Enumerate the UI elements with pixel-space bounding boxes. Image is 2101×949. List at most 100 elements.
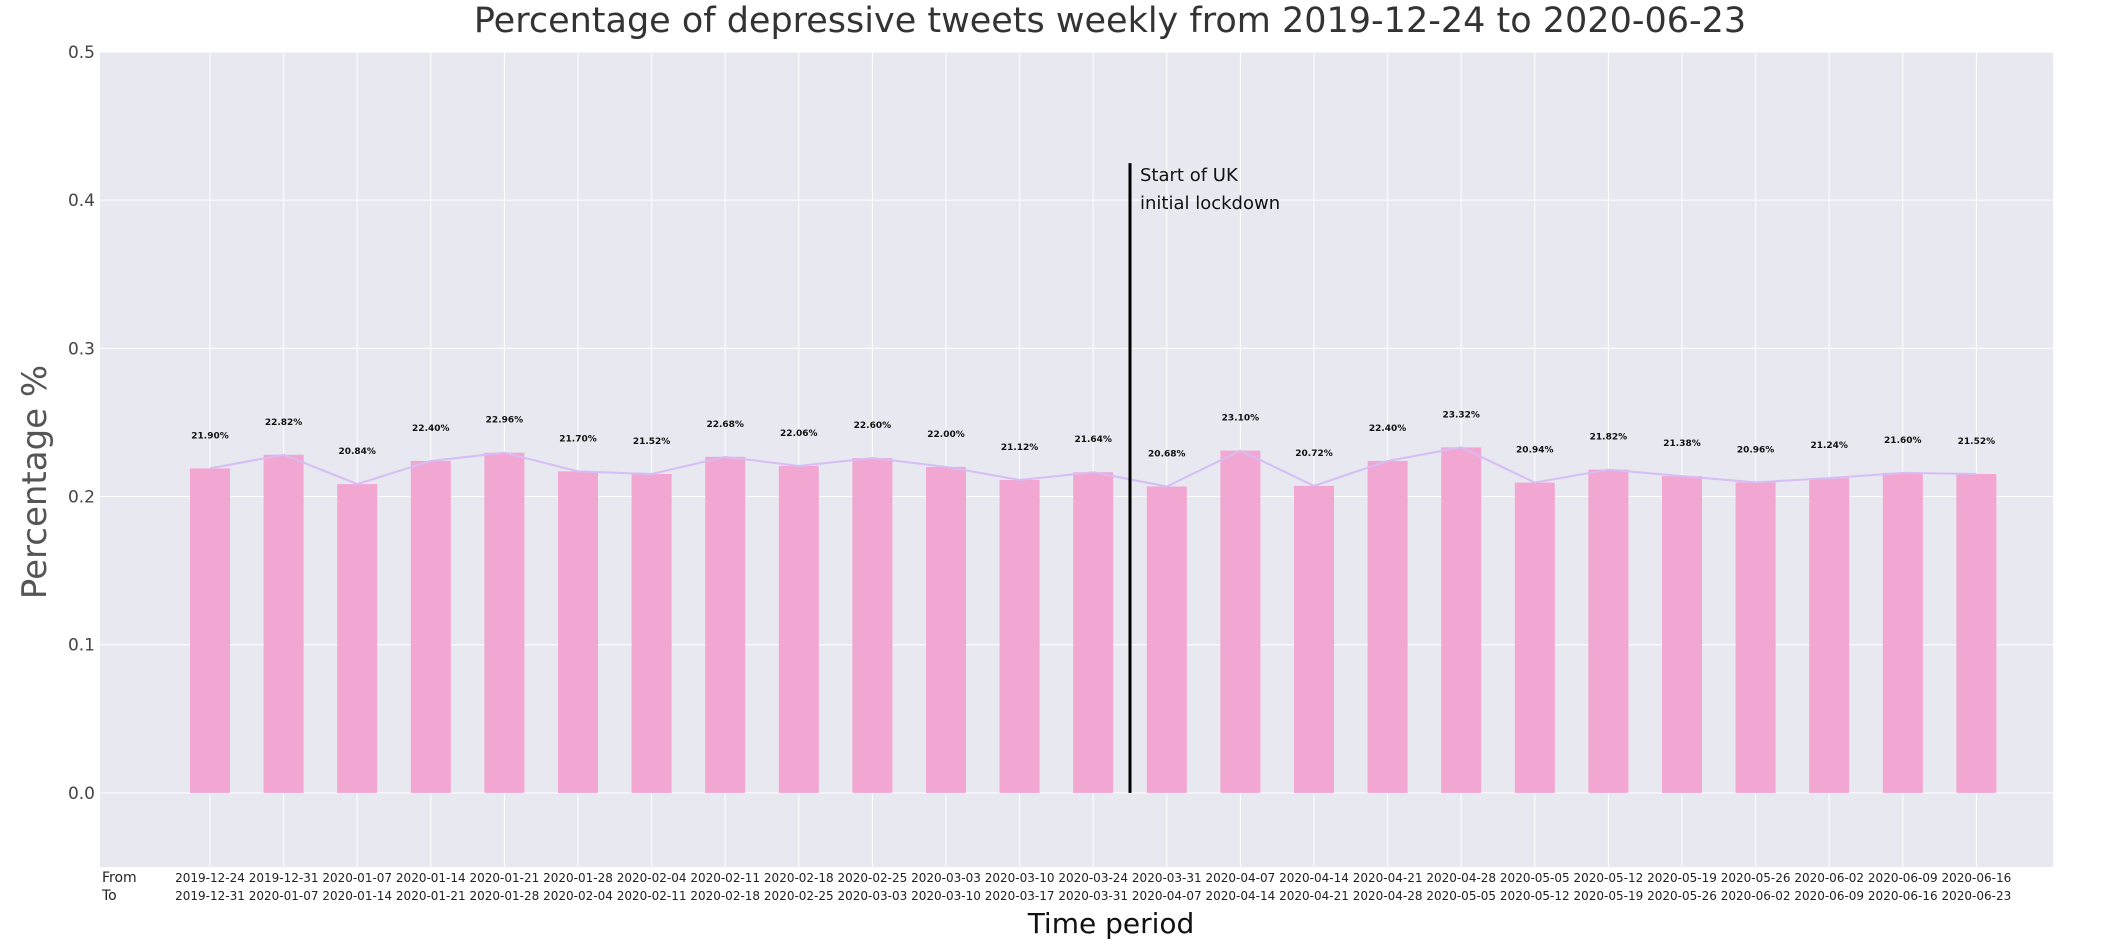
y-tick-label: 0.5 <box>68 43 95 63</box>
data-label: 20.72% <box>1295 449 1333 459</box>
y-tick-label: 0.1 <box>68 636 95 656</box>
x-tick-to: 2020-03-03 <box>838 889 908 903</box>
x-tick-to: 2020-06-02 <box>1721 889 1791 903</box>
bar <box>1146 486 1187 793</box>
x-tick-from: 2020-03-03 <box>911 871 981 885</box>
bar <box>705 456 746 793</box>
x-tick-to: 2020-05-12 <box>1500 889 1570 903</box>
bar <box>999 479 1040 793</box>
x-tick-to: 2020-01-14 <box>322 889 392 903</box>
bar <box>778 466 819 793</box>
bar <box>852 458 893 793</box>
data-label: 21.82% <box>1590 433 1628 443</box>
from-row-label: From <box>102 870 137 886</box>
x-tick-from: 2020-06-16 <box>1942 871 2012 885</box>
bar <box>1882 472 1923 793</box>
x-tick-from: 2020-01-14 <box>396 871 466 885</box>
data-label: 22.40% <box>1369 424 1407 434</box>
x-tick-from: 2019-12-31 <box>249 871 319 885</box>
bar <box>410 460 451 793</box>
x-tick-from: 2020-03-24 <box>1058 871 1128 885</box>
x-tick-from: 2020-04-21 <box>1353 871 1423 885</box>
bar <box>190 468 230 793</box>
bar <box>1514 482 1555 793</box>
bar <box>1294 485 1334 793</box>
x-tick-to: 2020-01-28 <box>470 889 540 903</box>
bar <box>1956 474 1997 793</box>
lockdown-annotation-line-2: initial lockdown <box>1140 193 1280 214</box>
x-axis-label: Time period <box>1027 907 1195 940</box>
lockdown-annotation-line-1: Start of UK <box>1140 165 1239 186</box>
x-tick-to: 2020-04-14 <box>1206 889 1276 903</box>
x-tick-from: 2020-05-19 <box>1647 871 1717 885</box>
x-tick-to: 2020-04-28 <box>1353 889 1423 903</box>
bar <box>1588 469 1629 793</box>
y-tick-label: 0.3 <box>68 339 95 359</box>
bar <box>1220 450 1261 793</box>
x-tick-to: 2020-02-25 <box>764 889 834 903</box>
bar <box>263 454 304 793</box>
bar <box>631 474 672 793</box>
data-label: 20.68% <box>1148 449 1186 459</box>
data-label: 23.10% <box>1222 414 1260 424</box>
trend-line <box>209 446 1977 488</box>
x-tick-from: 2019-12-24 <box>175 871 245 885</box>
data-label: 21.52% <box>633 437 671 447</box>
x-tick-from: 2020-04-28 <box>1426 871 1496 885</box>
x-tick-to: 2020-02-18 <box>690 889 760 903</box>
x-tick-from: 2020-03-10 <box>985 871 1055 885</box>
x-tick-to: 2020-02-04 <box>543 889 613 903</box>
y-tick-label: 0.0 <box>68 784 95 804</box>
data-label: 21.64% <box>1074 435 1112 445</box>
data-label: 21.60% <box>1884 436 1922 446</box>
x-tick-to: 2020-06-23 <box>1942 889 2012 903</box>
data-label: 20.84% <box>338 447 376 457</box>
x-tick-from: 2020-03-31 <box>1132 871 1202 885</box>
x-tick-from: 2020-02-04 <box>617 871 687 885</box>
x-tick-from: 2020-01-07 <box>322 871 392 885</box>
x-tick-from: 2020-02-18 <box>764 871 834 885</box>
data-label: 22.00% <box>927 430 965 440</box>
to-row-label: To <box>101 888 117 904</box>
x-tick-from: 2020-01-28 <box>543 871 613 885</box>
bar <box>1367 460 1408 793</box>
bar <box>926 466 966 793</box>
data-label: 21.90% <box>191 431 229 441</box>
x-tick-to: 2020-05-05 <box>1426 889 1496 903</box>
x-tick-to: 2020-01-21 <box>396 889 466 903</box>
x-tick-from: 2020-05-26 <box>1721 871 1791 885</box>
data-label: 23.32% <box>1442 410 1480 420</box>
x-tick-to: 2020-06-16 <box>1868 889 1938 903</box>
x-tick-to: 2020-05-19 <box>1574 889 1644 903</box>
data-label: 22.96% <box>486 416 524 426</box>
x-tick-to: 2020-03-17 <box>985 889 1055 903</box>
bar <box>1735 482 1776 793</box>
x-axis-ticks: 2019-12-242019-12-312019-12-312020-01-07… <box>175 871 2011 903</box>
x-tick-to: 2020-04-21 <box>1279 889 1349 903</box>
bar <box>337 484 378 793</box>
x-tick-to: 2020-01-07 <box>249 889 319 903</box>
data-label: 22.82% <box>265 418 303 428</box>
bar <box>1441 447 1482 793</box>
y-axis-ticks: 0.0 0.1 0.2 0.3 0.4 0.5 <box>68 43 95 804</box>
bar <box>1662 476 1702 793</box>
data-labels: 21.90% 22.82% 20.84% 22.40% 22.96% 21.70% 21.5… <box>191 410 1995 459</box>
y-tick-label: 0.4 <box>68 191 95 211</box>
data-label: 22.06% <box>780 429 818 439</box>
data-label: 20.94% <box>1516 446 1554 456</box>
x-tick-to: 2020-06-09 <box>1794 889 1864 903</box>
x-tick-from: 2020-01-21 <box>470 871 540 885</box>
x-tick-from: 2020-04-14 <box>1279 871 1349 885</box>
bar <box>558 471 598 793</box>
x-tick-to: 2020-03-31 <box>1058 889 1128 903</box>
x-tick-to: 2019-12-31 <box>175 889 245 903</box>
x-tick-from: 2020-04-07 <box>1206 871 1276 885</box>
x-tick-from: 2020-05-05 <box>1500 871 1570 885</box>
x-tick-to: 2020-05-26 <box>1647 889 1717 903</box>
x-tick-from: 2020-02-11 <box>690 871 760 885</box>
x-tick-to: 2020-02-11 <box>617 889 687 903</box>
x-tick-to: 2020-04-07 <box>1132 889 1202 903</box>
data-label: 20.96% <box>1737 445 1775 455</box>
data-label: 21.24% <box>1810 441 1848 451</box>
